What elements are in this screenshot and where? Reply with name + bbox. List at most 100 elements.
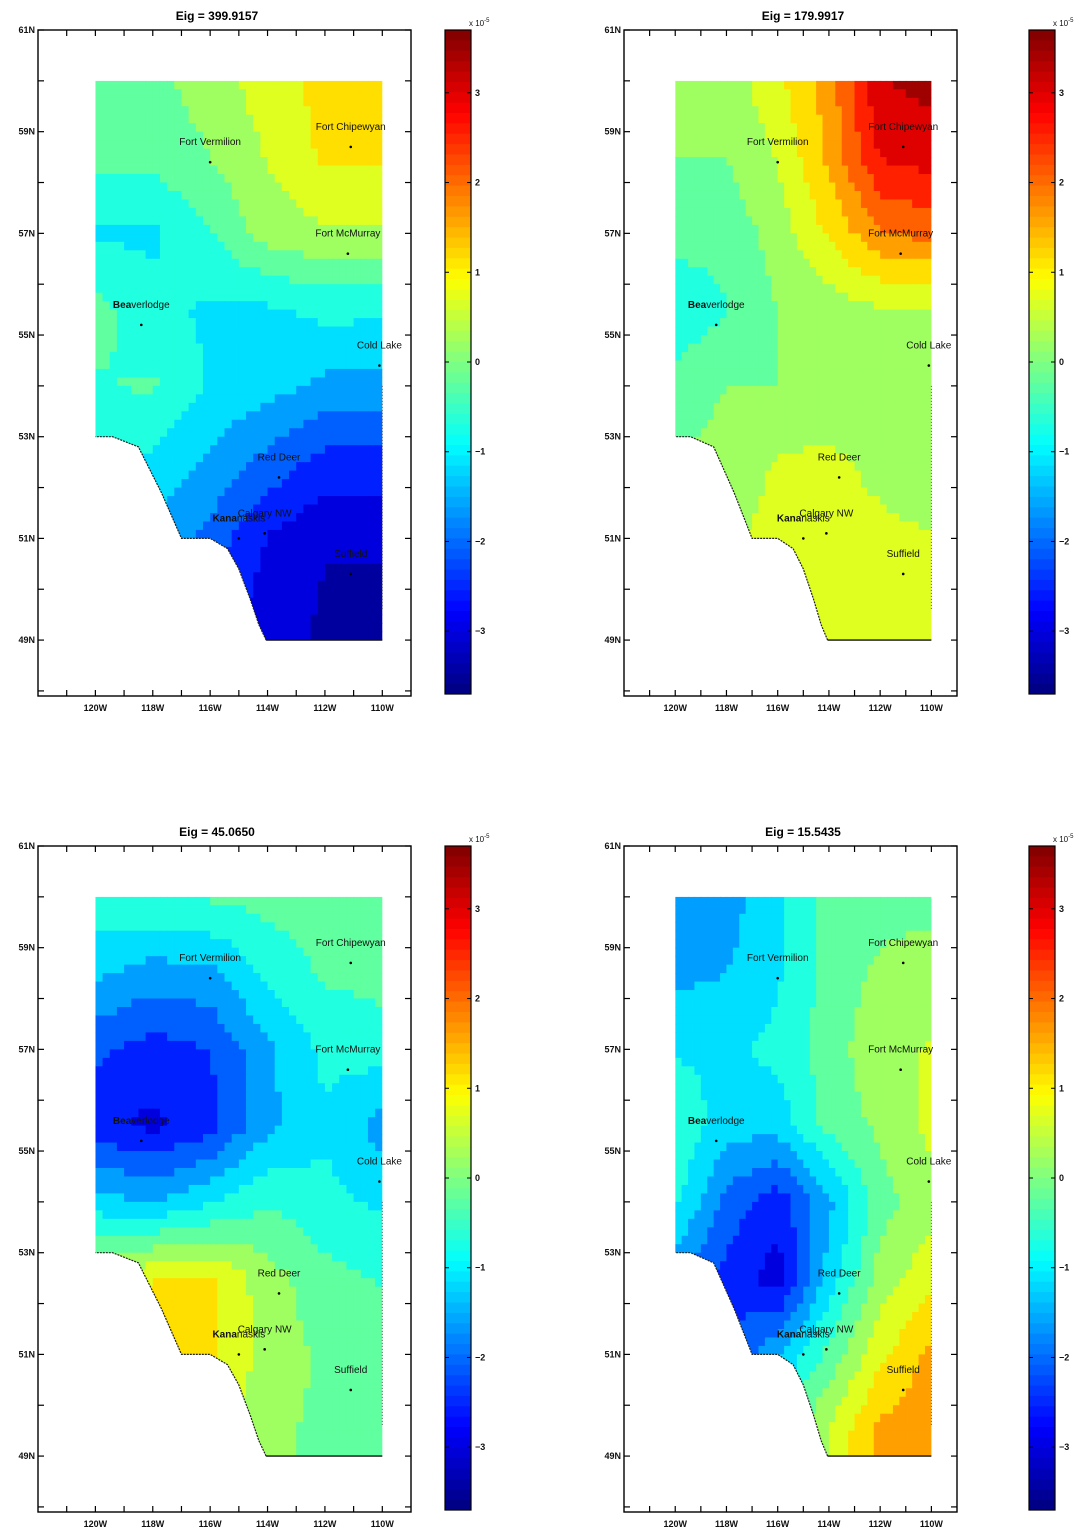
heatmap-cell xyxy=(289,275,297,285)
heatmap-cell xyxy=(732,487,740,497)
heatmap-cell xyxy=(848,529,856,539)
heatmap-cell xyxy=(790,275,798,285)
heatmap-cell xyxy=(116,351,125,362)
heatmap-cell xyxy=(867,97,875,107)
heatmap-cell xyxy=(296,377,304,387)
heatmap-cell xyxy=(848,275,856,285)
heatmap-cell xyxy=(835,123,843,133)
heatmap-cell xyxy=(375,148,383,158)
heatmap-cell xyxy=(360,148,369,158)
heatmap-cell xyxy=(720,97,728,107)
heatmap-cell xyxy=(95,258,104,268)
heatmap-cell xyxy=(224,284,233,294)
heatmap-cell xyxy=(375,351,383,362)
heatmap-cell xyxy=(353,419,362,429)
heatmap-cell xyxy=(841,190,849,201)
heatmap-cell xyxy=(816,182,824,192)
station-label: Red Deer xyxy=(258,452,301,463)
heatmap-cell xyxy=(324,182,333,192)
heatmap-cell xyxy=(116,114,125,124)
heatmap-cell xyxy=(360,165,369,175)
heatmap-cell xyxy=(745,267,753,277)
heatmap-cell xyxy=(181,292,190,302)
heatmap-cell xyxy=(713,318,721,328)
heatmap-cell xyxy=(339,462,348,472)
heatmap-cell xyxy=(360,411,369,421)
heatmap-cell xyxy=(848,80,856,90)
heatmap-cell xyxy=(238,216,247,226)
heatmap-cell xyxy=(854,216,862,226)
heatmap-cell xyxy=(912,428,920,438)
heatmap-cell xyxy=(303,351,312,362)
heatmap-cell xyxy=(346,267,355,277)
heatmap-cell xyxy=(260,394,269,404)
heatmap-cell xyxy=(102,402,111,412)
heatmap-cell xyxy=(873,258,881,268)
heatmap-cell xyxy=(289,436,297,446)
heatmap-cell xyxy=(224,216,233,226)
heatmap-cell xyxy=(905,496,913,506)
heatmap-cell xyxy=(375,453,383,463)
heatmap-cell xyxy=(246,250,254,260)
heatmap-cell xyxy=(152,250,161,260)
heatmap-cell xyxy=(854,368,862,378)
heatmap-cell xyxy=(181,335,190,345)
heatmap-cell xyxy=(353,343,362,353)
colorbar-segment xyxy=(445,465,471,477)
heatmap-cell xyxy=(700,504,708,514)
heatmap-cell xyxy=(694,368,702,378)
heatmap-cell xyxy=(324,597,333,607)
heatmap-cell xyxy=(102,512,111,523)
heatmap-cell xyxy=(332,335,340,345)
heatmap-cell xyxy=(167,385,175,395)
heatmap-cell xyxy=(854,182,862,192)
heatmap-cell xyxy=(109,597,118,607)
heatmap-cell xyxy=(238,140,247,150)
heatmap-cell xyxy=(745,123,753,133)
heatmap-cell xyxy=(353,157,362,167)
heatmap-cell xyxy=(892,207,900,218)
heatmap-cell xyxy=(681,453,689,463)
heatmap-cell xyxy=(238,512,247,523)
heatmap-cell xyxy=(924,487,932,497)
heatmap-cell xyxy=(124,326,132,336)
heatmap-cell xyxy=(886,174,894,184)
heatmap-cell xyxy=(375,411,383,421)
heatmap-cell xyxy=(924,402,932,412)
heatmap-cell xyxy=(758,538,766,548)
heatmap-cell xyxy=(159,190,168,201)
heatmap-cell xyxy=(174,123,183,133)
heatmap-cell xyxy=(195,250,204,260)
heatmap-cell xyxy=(828,292,836,302)
heatmap-cell xyxy=(764,165,772,175)
heatmap-cell xyxy=(764,445,772,455)
heatmap-cell xyxy=(303,343,312,353)
heatmap-cell xyxy=(848,419,856,429)
heatmap-cell xyxy=(848,496,856,506)
heatmap-cell xyxy=(822,377,830,387)
heatmap-cell xyxy=(848,512,856,523)
heatmap-cell xyxy=(360,301,369,311)
heatmap-cell xyxy=(688,343,696,353)
heatmap-cell xyxy=(246,580,254,590)
heatmap-cell xyxy=(296,445,304,455)
heatmap-cell xyxy=(375,284,383,294)
heatmap-cell xyxy=(924,182,932,192)
heatmap-cell xyxy=(732,453,740,463)
heatmap-cell xyxy=(764,360,772,370)
heatmap-cell xyxy=(324,326,333,336)
heatmap-cell xyxy=(771,241,779,251)
heatmap-cell xyxy=(95,606,104,616)
heatmap-cell xyxy=(867,479,875,489)
heatmap-cell xyxy=(784,504,792,514)
heatmap-cell xyxy=(777,97,785,107)
heatmap-cell xyxy=(124,377,132,387)
heatmap-cell xyxy=(700,106,708,116)
heatmap-cell xyxy=(346,394,355,404)
heatmap-cell xyxy=(260,199,269,209)
heatmap-cell xyxy=(771,496,779,506)
heatmap-cell xyxy=(332,529,340,539)
heatmap-cell xyxy=(841,284,849,294)
heatmap-cell xyxy=(816,470,824,480)
heatmap-cell xyxy=(835,385,843,395)
